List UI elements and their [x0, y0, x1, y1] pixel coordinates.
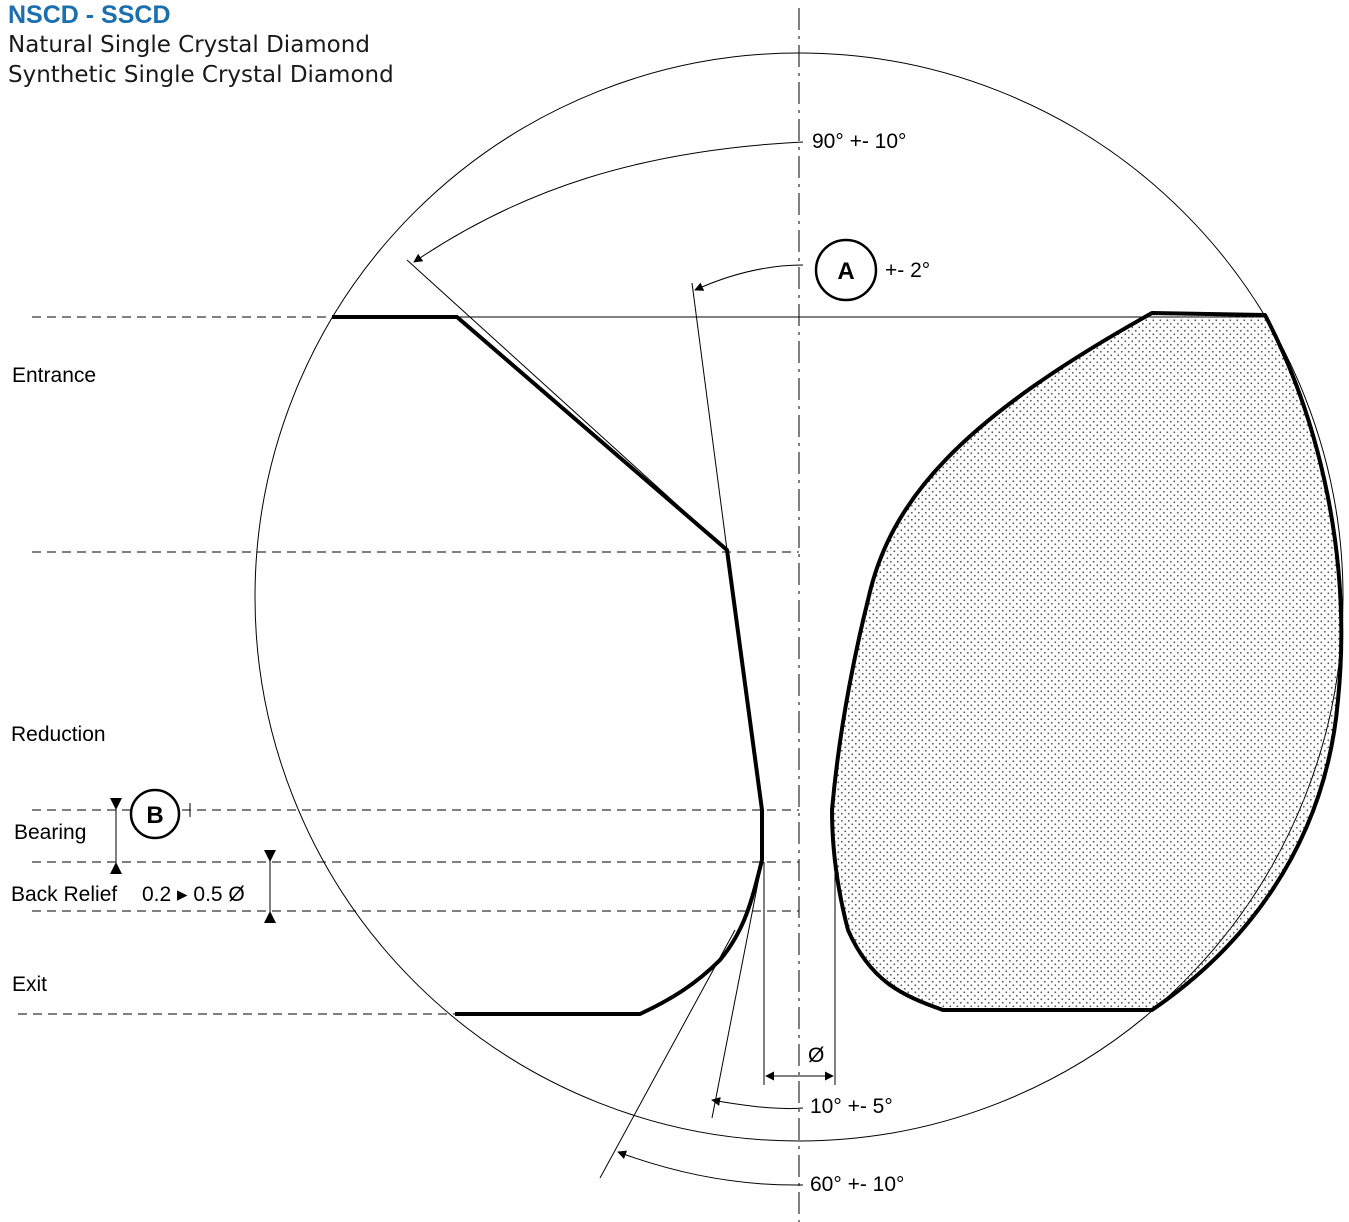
- back-relief-dimension: [264, 850, 276, 923]
- back-relief-range-label: 0.2 ▸ 0.5 Ø: [142, 883, 245, 906]
- subtitle-synthetic: Synthetic Single Crystal Diamond: [8, 62, 394, 88]
- zone-label-back-relief: Back Relief: [11, 883, 117, 906]
- page-title: NSCD - SSCD: [8, 1, 171, 29]
- exit-angle-ref-line: [599, 929, 736, 1179]
- exit-angle-label: 60° +- 10°: [810, 1173, 904, 1196]
- reduction-tolerance-label: +- 2°: [885, 259, 930, 282]
- entrance-angle-ref-line: [406, 259, 728, 551]
- back-relief-angle-label: 10° +- 5°: [810, 1095, 893, 1118]
- back-relief-angle-arc: [711, 1097, 804, 1110]
- bearing-dimension: [110, 798, 191, 874]
- exit-angle-arc: [617, 1150, 804, 1186]
- nib-profile-right: [830, 311, 1344, 1012]
- reduction-angle-arc: [694, 264, 804, 291]
- reduction-angle-ref-line: [691, 282, 728, 551]
- zone-label-reduction: Reduction: [11, 723, 106, 746]
- entrance-angle-arc: [413, 141, 804, 263]
- subtitle-natural: Natural Single Crystal Diamond: [8, 32, 370, 58]
- zone-boundary-lines: [18, 316, 799, 1015]
- header: NSCD - SSCD Natural Single Crystal Diamo…: [8, 0, 394, 90]
- marker-a-circle: [814, 238, 878, 302]
- zone-label-exit: Exit: [12, 973, 47, 996]
- zone-label-entrance: Entrance: [12, 364, 96, 387]
- marker-b-label: B: [146, 802, 163, 829]
- zone-label-bearing: Bearing: [14, 821, 86, 844]
- marker-b-circle: [129, 788, 181, 840]
- back-relief-ref-line: [711, 861, 763, 1119]
- entrance-angle-label: 90° +- 10°: [812, 130, 906, 153]
- marker-a-label: A: [837, 258, 854, 285]
- diameter-label: Ø: [808, 1044, 824, 1067]
- nib-profile-left: [332, 315, 764, 1016]
